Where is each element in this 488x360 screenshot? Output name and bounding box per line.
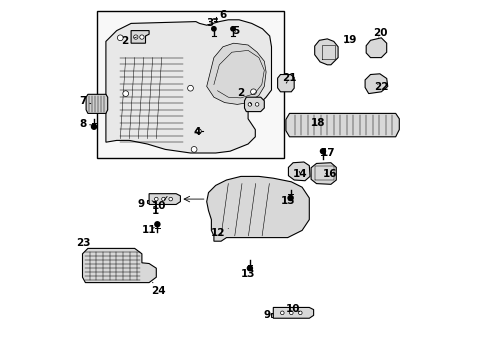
Circle shape [211, 27, 216, 31]
Polygon shape [206, 43, 265, 104]
Text: 13: 13 [241, 268, 255, 279]
Polygon shape [86, 94, 107, 113]
Bar [97, 11, 284, 158]
Circle shape [230, 27, 235, 31]
Text: 16: 16 [322, 169, 337, 179]
Text: 4: 4 [193, 127, 200, 138]
Polygon shape [82, 248, 156, 283]
Polygon shape [147, 200, 149, 203]
Text: 12: 12 [210, 228, 228, 238]
Text: 7: 7 [80, 96, 91, 106]
Circle shape [298, 311, 302, 315]
Circle shape [287, 195, 292, 201]
Circle shape [187, 85, 193, 91]
Text: 15: 15 [280, 196, 294, 206]
Polygon shape [106, 20, 271, 153]
Polygon shape [244, 97, 264, 112]
Text: 8: 8 [80, 119, 91, 129]
Circle shape [196, 129, 201, 134]
Polygon shape [288, 162, 309, 181]
Text: 22: 22 [373, 82, 388, 92]
Circle shape [117, 35, 123, 41]
Text: 20: 20 [372, 28, 386, 38]
Circle shape [162, 197, 165, 201]
Polygon shape [277, 75, 294, 92]
Text: 5: 5 [231, 26, 239, 36]
Text: 14: 14 [292, 168, 307, 179]
Polygon shape [131, 31, 149, 43]
Circle shape [155, 222, 160, 227]
Text: 9: 9 [137, 199, 148, 210]
Polygon shape [366, 38, 386, 58]
Text: 11: 11 [142, 225, 156, 235]
Text: 1: 1 [151, 197, 167, 216]
Text: 18: 18 [310, 118, 325, 128]
Text: 2: 2 [121, 36, 136, 46]
Text: 21: 21 [282, 73, 296, 83]
Text: 2: 2 [237, 88, 251, 104]
Circle shape [250, 89, 256, 95]
Polygon shape [365, 74, 387, 94]
Polygon shape [206, 176, 309, 241]
Polygon shape [310, 163, 336, 184]
Text: 24: 24 [151, 282, 166, 296]
Polygon shape [273, 307, 313, 318]
Circle shape [191, 147, 197, 152]
Text: 17: 17 [320, 148, 335, 158]
Text: 10: 10 [285, 304, 300, 314]
Polygon shape [285, 113, 399, 137]
Circle shape [255, 103, 258, 106]
Text: 6: 6 [216, 10, 226, 20]
Text: 10: 10 [152, 201, 166, 211]
Text: 9: 9 [263, 310, 272, 320]
Circle shape [122, 91, 128, 96]
Circle shape [247, 103, 251, 106]
Text: 23: 23 [76, 238, 90, 248]
Circle shape [289, 311, 292, 315]
Polygon shape [149, 194, 180, 204]
Circle shape [320, 149, 325, 154]
Polygon shape [314, 39, 337, 65]
Circle shape [168, 197, 172, 201]
Circle shape [133, 35, 138, 39]
Text: 19: 19 [342, 35, 356, 45]
Circle shape [280, 311, 284, 315]
Circle shape [91, 124, 96, 129]
Text: 3: 3 [206, 18, 213, 28]
Circle shape [140, 35, 144, 39]
Circle shape [247, 266, 252, 271]
Circle shape [154, 197, 158, 201]
Polygon shape [271, 313, 273, 317]
